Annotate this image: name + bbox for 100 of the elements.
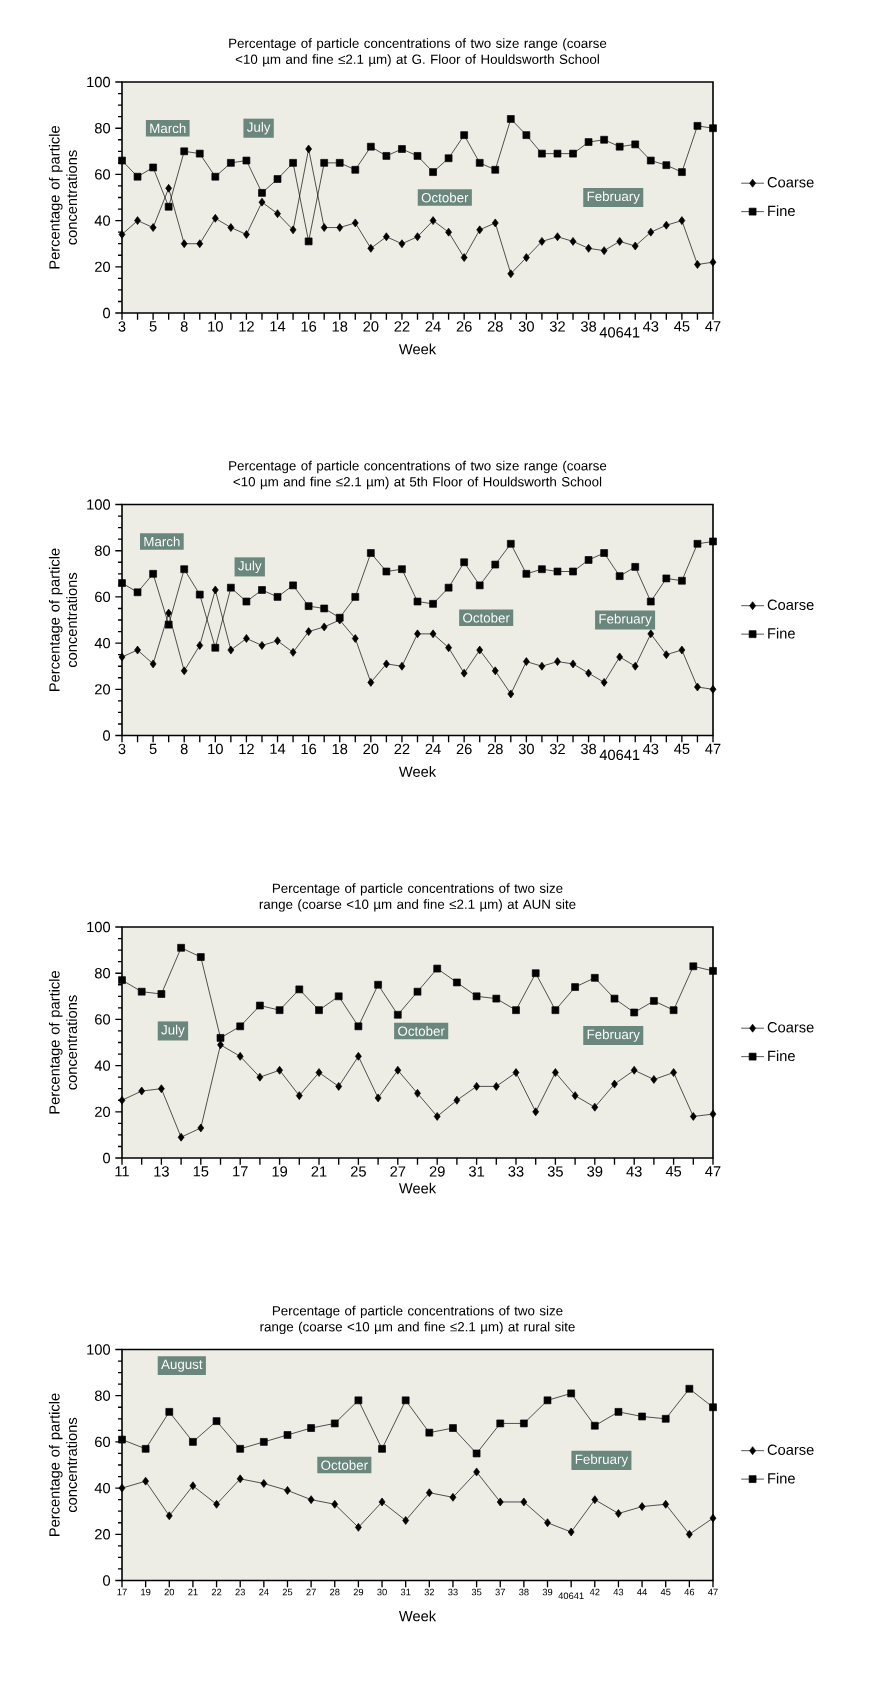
point <box>331 1499 339 1509</box>
point <box>491 165 500 174</box>
point <box>425 1488 433 1498</box>
point <box>398 661 406 671</box>
x-tick-label: 32 <box>424 1588 435 1596</box>
point <box>177 943 185 952</box>
point <box>647 227 655 237</box>
point <box>646 156 655 165</box>
point <box>425 1428 434 1437</box>
point <box>413 152 422 160</box>
point <box>165 1408 174 1416</box>
point <box>305 144 312 154</box>
x-tick-label: 42 <box>589 1588 600 1596</box>
point <box>670 1068 677 1077</box>
y-tick-label: 100 <box>87 1344 111 1355</box>
point <box>213 1499 220 1509</box>
x-tick-label: 12 <box>239 743 254 755</box>
x-tick-label: 19 <box>141 1588 151 1596</box>
annotation: February <box>599 613 652 627</box>
annotation: July <box>161 1024 185 1038</box>
point <box>610 994 619 1003</box>
point <box>157 990 166 998</box>
point <box>591 1102 599 1112</box>
point <box>650 1075 658 1084</box>
x-tick-label: 40641 <box>599 327 640 338</box>
point <box>165 608 172 618</box>
x-tick-label: 12 <box>239 321 254 332</box>
y-tick-label: 40 <box>94 215 111 226</box>
x-tick-label: 26 <box>456 321 472 332</box>
x-tick-label: 35 <box>547 1166 563 1177</box>
point <box>693 122 702 130</box>
point <box>460 668 468 678</box>
point <box>258 189 266 197</box>
annotation: February <box>587 1029 640 1042</box>
point <box>149 570 157 578</box>
x-tick-label: 3 <box>118 321 126 332</box>
x-axis-title: Week <box>398 766 437 777</box>
x-tick-label: 20 <box>363 321 379 332</box>
point <box>553 149 562 158</box>
point <box>616 652 624 662</box>
point <box>118 230 126 239</box>
point <box>600 246 608 255</box>
point <box>496 1419 505 1428</box>
point <box>476 645 484 655</box>
y-tick-label: 60 <box>95 169 111 180</box>
point <box>453 1095 461 1105</box>
point <box>258 586 266 594</box>
x-tick-label: 28 <box>487 321 503 332</box>
point <box>118 976 126 984</box>
y-tick-label: 40 <box>94 1060 111 1071</box>
y-tick-label: 0 <box>103 730 111 741</box>
y-tick-label: 20 <box>95 1106 111 1117</box>
point <box>538 661 546 671</box>
point <box>289 225 297 235</box>
y-tick-label: 60 <box>95 1436 111 1448</box>
x-tick-label: 40641 <box>599 749 640 761</box>
point <box>118 1483 126 1493</box>
point <box>571 1091 579 1100</box>
point <box>631 661 639 671</box>
x-tick-label: 30 <box>518 743 534 755</box>
point <box>460 131 468 139</box>
y-tick-label: 80 <box>94 968 111 979</box>
point <box>600 678 608 687</box>
point <box>355 1523 362 1532</box>
x-tick-label: 32 <box>549 321 565 332</box>
y-tick-label: 60 <box>95 1014 111 1025</box>
y-tick-label: 100 <box>87 76 111 88</box>
point <box>433 1112 441 1121</box>
x-axis-title: Week <box>398 1610 437 1622</box>
point <box>646 597 655 606</box>
point <box>334 992 343 1001</box>
point <box>538 149 546 158</box>
point <box>512 1006 520 1014</box>
x-tick-label: 30 <box>518 321 534 332</box>
point <box>307 1424 315 1432</box>
y-tick-label: 80 <box>94 123 111 134</box>
x-tick-label: 17 <box>233 1166 248 1177</box>
point <box>401 1396 410 1405</box>
point <box>554 657 561 666</box>
point <box>402 1516 410 1525</box>
annotation: August <box>161 1359 203 1372</box>
point <box>520 1497 528 1507</box>
x-tick-label: 43 <box>642 321 659 332</box>
point <box>662 574 671 583</box>
point <box>630 1065 638 1075</box>
point <box>491 560 500 569</box>
point <box>694 682 701 692</box>
point <box>523 253 530 262</box>
point <box>507 539 515 548</box>
point <box>694 260 701 269</box>
point <box>522 131 531 139</box>
x-tick-label: 21 <box>188 1588 198 1596</box>
point <box>444 154 453 163</box>
point <box>196 641 204 650</box>
point <box>351 593 360 601</box>
annotation: October <box>398 1026 445 1036</box>
point <box>709 684 717 694</box>
point <box>374 980 382 989</box>
x-tick-label: 31 <box>400 1588 411 1596</box>
y-axis-title: Percentage of particle concentrations <box>48 1393 77 1536</box>
